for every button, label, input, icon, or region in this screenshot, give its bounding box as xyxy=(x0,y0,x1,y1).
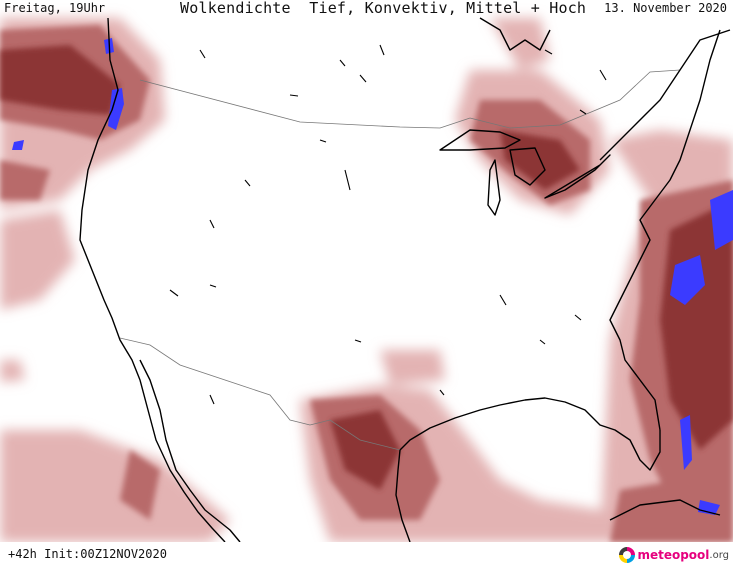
cloud-mid-baja xyxy=(120,450,160,520)
lake-3 xyxy=(379,44,385,56)
forecast-init-label: +42h Init:00Z12NOV2020 xyxy=(8,547,167,561)
meteopool-logo[interactable]: meteopool .org xyxy=(619,546,729,564)
logo-tld-text: .org xyxy=(709,549,729,561)
pacific-coast xyxy=(79,17,226,543)
logo-brand-text: meteopool xyxy=(637,548,710,562)
lake-1 xyxy=(199,49,206,59)
cloud-gulf-spot xyxy=(380,350,445,385)
atlantic-coast xyxy=(609,29,721,431)
us-mexico-border xyxy=(119,337,401,451)
coastline-lines xyxy=(79,17,731,543)
convective-atlantic-2 xyxy=(710,190,733,250)
map-title: Wolkendichte Tief, Konvektiv, Mittel + H… xyxy=(180,0,587,17)
forecast-date-label: 13. November 2020 xyxy=(604,1,727,15)
cuba-coast xyxy=(609,499,721,521)
baja-east-coast xyxy=(139,359,241,543)
lake-10 xyxy=(169,289,179,297)
lake-12 xyxy=(499,294,507,306)
cloud-dark-northwest xyxy=(0,45,120,115)
lake-4 xyxy=(359,74,367,83)
lake-2 xyxy=(339,59,346,67)
cloud-mid-caribbean xyxy=(610,470,733,542)
lake-superior xyxy=(439,129,521,151)
cloud-dark-atlantic xyxy=(660,200,733,450)
hudson-bay-coast xyxy=(479,17,551,51)
inland-lakes xyxy=(169,44,607,405)
cloud-mid-west-coast xyxy=(0,160,50,200)
cloud-southwest-spot xyxy=(0,360,25,382)
border-lines xyxy=(119,69,681,451)
lake-erie-ontario xyxy=(544,154,611,199)
lake-18 xyxy=(579,109,587,115)
lake-michigan xyxy=(487,159,501,216)
convective-layer xyxy=(12,38,733,515)
convective-oregon xyxy=(12,140,24,150)
st-lawrence xyxy=(599,29,731,161)
mexico-gulf-coast xyxy=(395,449,411,543)
lake-6 xyxy=(319,139,327,143)
cloud-dark-texas xyxy=(330,410,400,490)
cloud-pacific-southwest xyxy=(0,430,230,542)
lake-20 xyxy=(599,69,607,81)
cloud-layer-dark xyxy=(0,45,733,490)
lake-5 xyxy=(289,94,299,97)
map-footer: +42h Init:00Z12NOV2020 meteopool .org xyxy=(0,542,733,566)
meteopool-logo-icon xyxy=(619,547,636,563)
lake-15 xyxy=(439,389,445,396)
lake-7 xyxy=(244,179,251,187)
forecast-day-label: Freitag, 19Uhr xyxy=(4,1,106,15)
convective-northwest xyxy=(108,88,124,130)
lake-19 xyxy=(544,49,553,55)
convective-florida xyxy=(680,415,692,470)
lake-13 xyxy=(574,314,582,321)
convective-atlantic-1 xyxy=(670,255,705,305)
lake-huron xyxy=(509,147,546,186)
lake-9 xyxy=(209,219,215,229)
us-canada-border xyxy=(139,69,681,129)
gulf-coast xyxy=(399,397,661,471)
lake-17 xyxy=(539,339,546,345)
cloud-pacific-west xyxy=(0,210,75,310)
lake-8 xyxy=(344,169,351,191)
lake-11 xyxy=(209,284,217,288)
lake-14 xyxy=(354,339,362,343)
lake-16 xyxy=(209,394,215,405)
